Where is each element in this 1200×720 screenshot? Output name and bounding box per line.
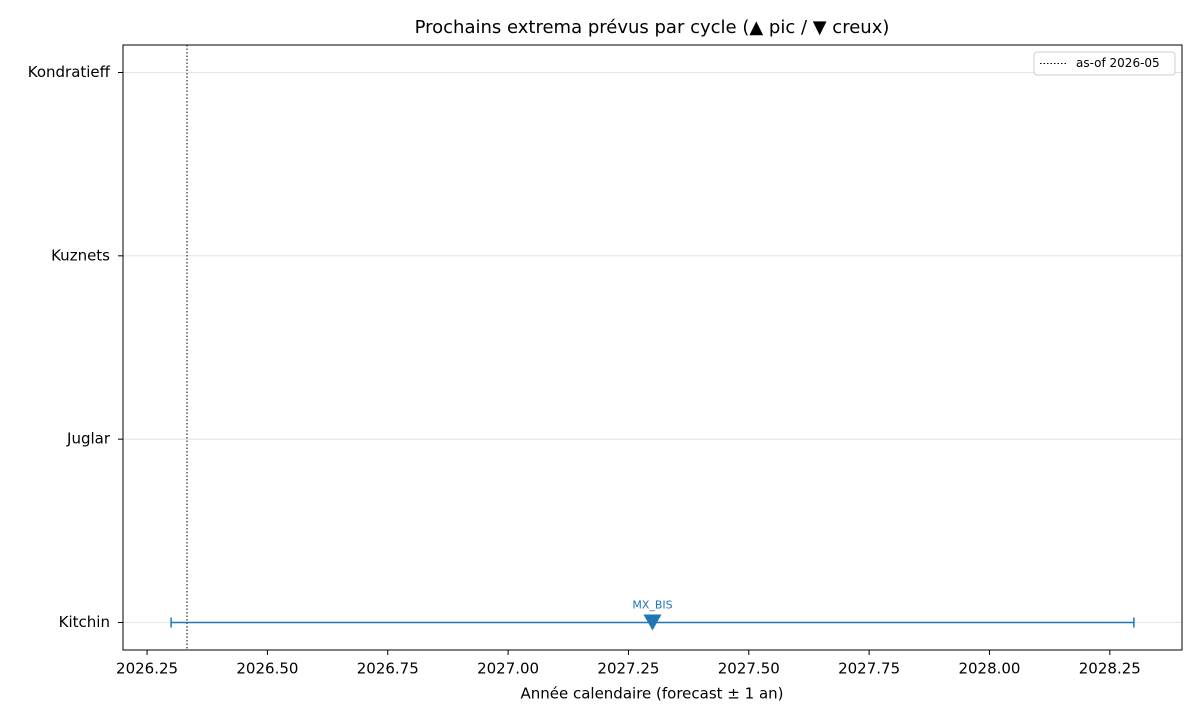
y-tick-label: Kondratieff: [28, 63, 111, 81]
x-tick-label: 2026.75: [357, 660, 419, 678]
x-tick-label: 2027.75: [838, 660, 900, 678]
x-axis-label: Année calendaire (forecast ± 1 an): [520, 685, 783, 703]
marker: [643, 614, 662, 631]
y-tick-label: Kitchin: [59, 613, 110, 631]
x-tick-label: 2027.50: [718, 660, 780, 678]
annotation: MX_BIS: [632, 599, 672, 612]
x-tick-label: 2028.00: [958, 660, 1020, 678]
chart-title: Prochains extrema prévus par cycle (▲ pi…: [415, 17, 890, 38]
plot-frame: [122, 44, 1183, 651]
x-tick-label: 2026.25: [116, 660, 178, 678]
y-tick-label: Juglar: [66, 430, 111, 448]
legend-label: as-of 2026-05: [1076, 56, 1160, 70]
x-tick-label: 2027.25: [597, 660, 659, 678]
x-tick-label: 2026.50: [236, 660, 298, 678]
x-tick-label: 2028.25: [1079, 660, 1141, 678]
x-tick-label: 2027.00: [477, 660, 539, 678]
legend-box: [1033, 51, 1176, 76]
y-tick-label: Kuznets: [51, 246, 110, 264]
